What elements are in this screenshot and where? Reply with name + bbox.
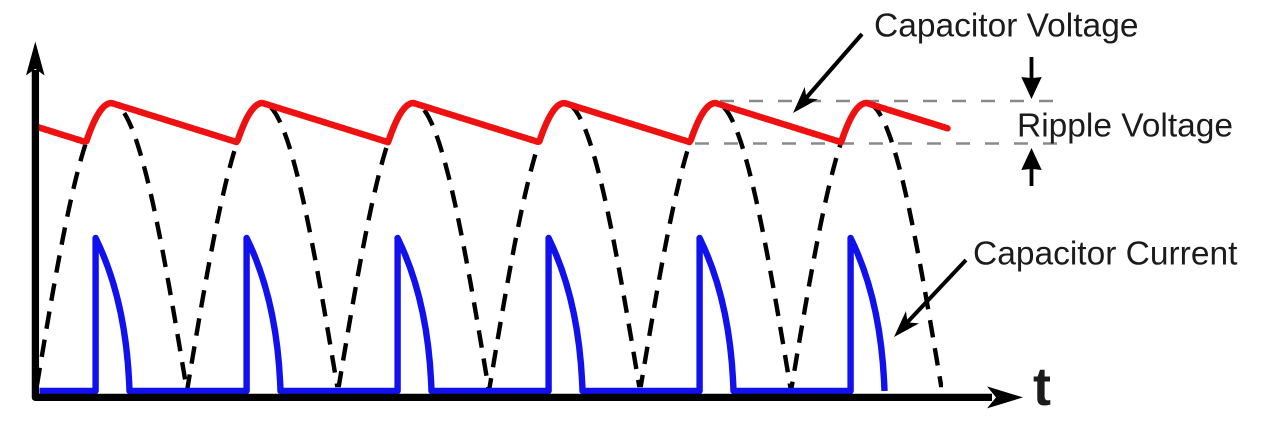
svg-text:Capacitor Current: Capacitor Current [973,236,1238,273]
svg-text:Ripple Voltage: Ripple Voltage [1017,108,1233,145]
svg-text:t: t [1033,357,1051,417]
svg-text:Capacitor Voltage: Capacitor Voltage [874,8,1138,45]
